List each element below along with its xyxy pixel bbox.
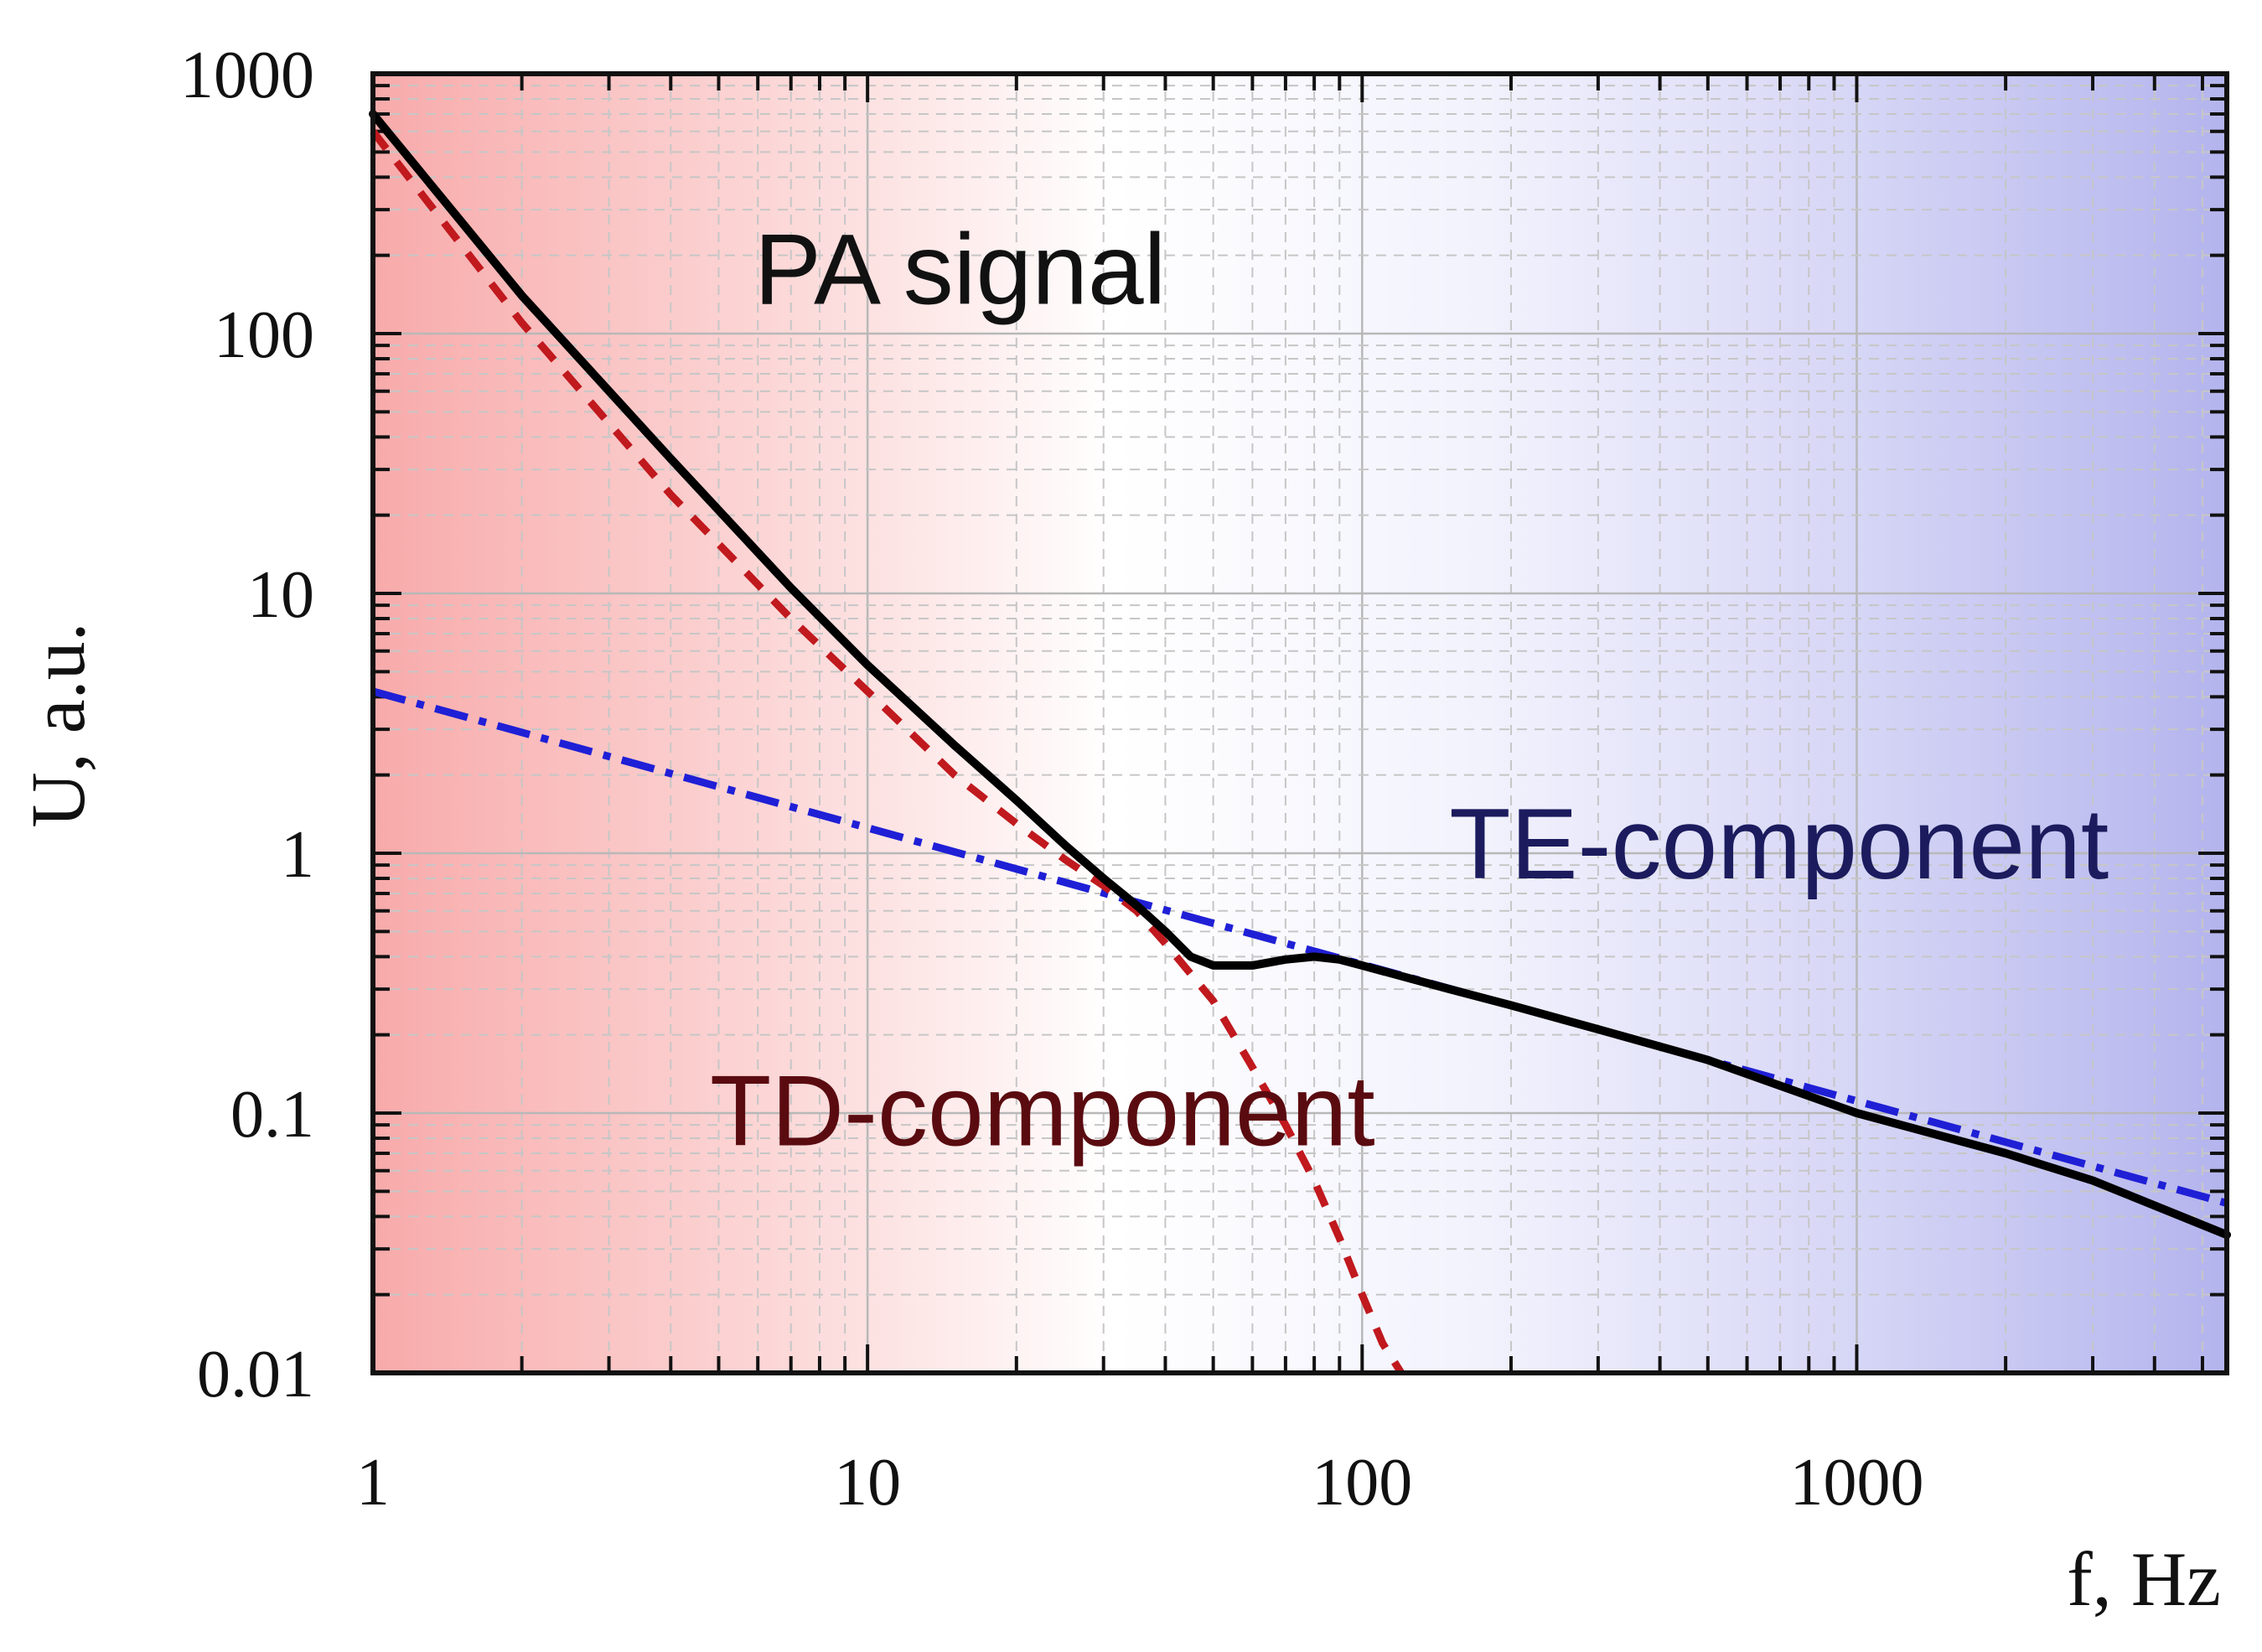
x-tick-label: 1000	[1789, 1446, 1923, 1520]
series-layer	[369, 110, 2231, 1375]
x-axis-title: f, Hz	[2067, 1536, 2221, 1622]
x-tick-label: 1	[356, 1446, 390, 1520]
plot-background	[373, 74, 2227, 1373]
annotation-td-component: TD-component	[710, 1055, 1375, 1168]
y-tick-label: 0.1	[230, 1078, 314, 1152]
series-line-pa-signal	[369, 110, 2231, 1240]
y-tick-label: 10	[247, 558, 314, 632]
annotations: PA signal TE-component TD-component	[710, 214, 2109, 1168]
y-axis-title: U, a.u.	[15, 622, 101, 827]
x-tick-label: 10	[834, 1446, 901, 1520]
y-tick-label: 1000	[180, 39, 314, 112]
tick-labels: 1 10 100 1000 0.01 0.1 1 10 100 1000	[180, 39, 1923, 1520]
x-tick-label: 100	[1312, 1446, 1412, 1520]
plot-frame	[370, 71, 2229, 1375]
y-tick-label: 100	[214, 298, 314, 372]
annotation-te-component: TE-component	[1449, 788, 2109, 900]
y-tick-label: 1	[281, 818, 314, 892]
y-tick-label: 0.01	[197, 1338, 314, 1411]
annotation-pa-signal: PA signal	[754, 214, 1166, 326]
